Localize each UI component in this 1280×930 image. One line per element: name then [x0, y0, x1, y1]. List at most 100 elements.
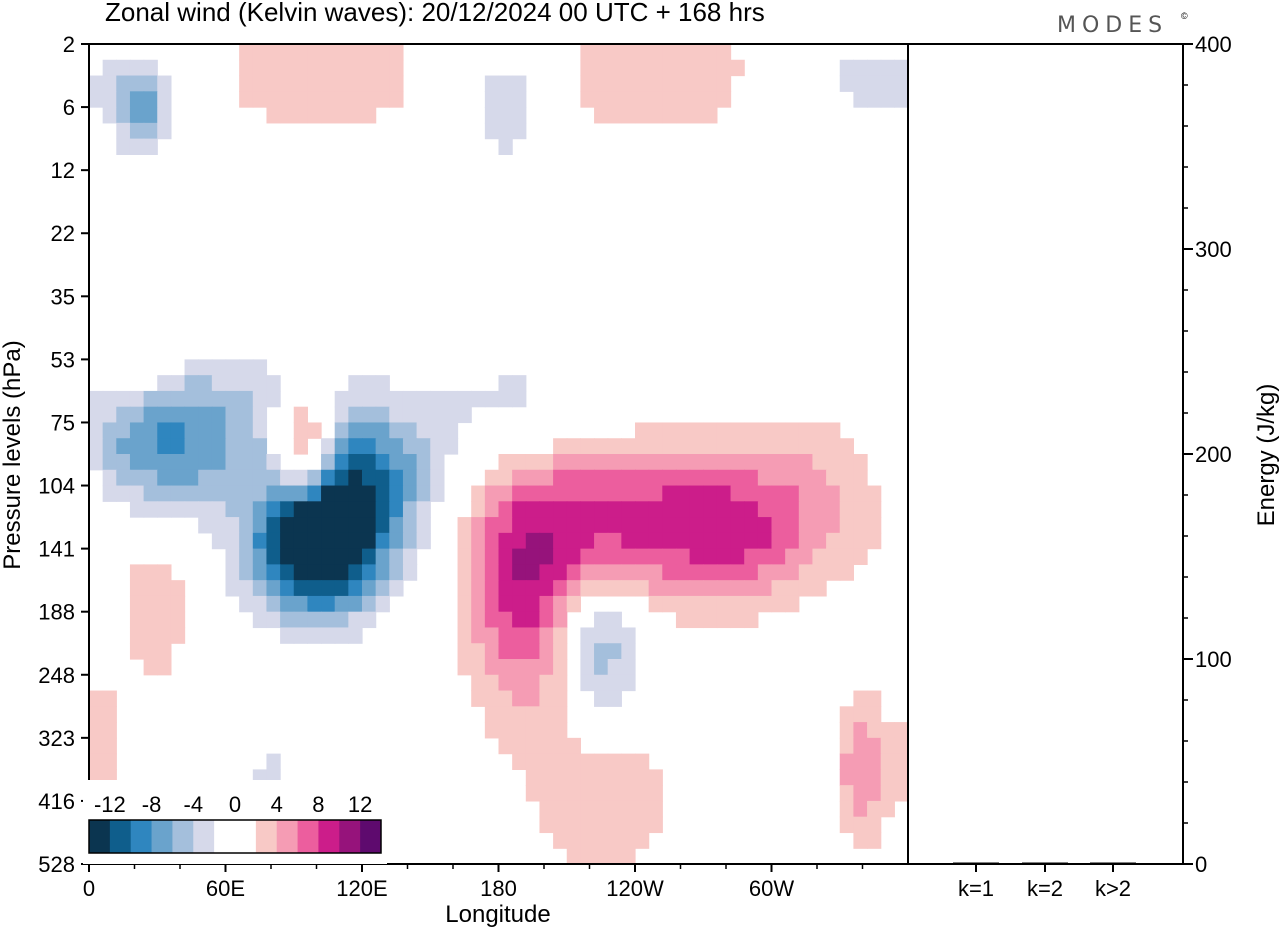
energy-bar	[1022, 862, 1068, 864]
heatmap-cell	[157, 627, 172, 644]
heatmap-cell	[293, 485, 308, 502]
heatmap-cell	[607, 753, 622, 770]
heatmap-cell	[266, 44, 281, 61]
heatmap-cell	[89, 390, 104, 408]
heatmap-cell	[321, 611, 336, 629]
heatmap-cell	[129, 406, 145, 424]
heatmap-cell	[252, 532, 268, 550]
heatmap-cell	[157, 659, 172, 676]
heatmap-cell	[607, 674, 622, 692]
heatmap-cell	[662, 422, 677, 439]
heatmap-cell	[116, 138, 131, 155]
heatmap-cell	[553, 595, 568, 613]
heatmap-cell	[539, 611, 554, 629]
heatmap-cell	[675, 611, 691, 629]
heatmap-cell	[853, 737, 868, 755]
heatmap-cell	[321, 59, 336, 77]
heatmap-cell	[580, 91, 595, 108]
heatmap-cell	[471, 674, 486, 692]
heatmap-cell	[594, 485, 609, 502]
heatmap-cell	[662, 107, 677, 124]
heatmap-cell	[471, 517, 486, 534]
heatmap-cell	[648, 548, 663, 565]
heatmap-cell	[498, 548, 513, 565]
heatmap-cell	[225, 438, 240, 455]
heatmap-cell	[471, 390, 486, 408]
colorbar-swatch	[235, 820, 257, 853]
heatmap-cell	[594, 91, 609, 108]
energy-bar	[1090, 862, 1136, 864]
heatmap-cell	[334, 517, 349, 534]
heatmap-cell	[498, 469, 513, 487]
heatmap-cell	[307, 422, 322, 439]
heatmap-cell	[607, 785, 622, 802]
heatmap-cell	[662, 59, 677, 77]
heatmap-cell	[594, 611, 609, 629]
heatmap-cell	[321, 438, 336, 455]
heatmap-cell	[348, 485, 363, 502]
heatmap-cell	[129, 564, 145, 581]
heatmap-cell	[280, 75, 295, 92]
heatmap-cell	[512, 485, 527, 502]
heatmap-cell	[853, 753, 868, 770]
heatmap-cell	[211, 406, 227, 424]
heatmap-cell	[402, 438, 418, 455]
heatmap-cell	[362, 454, 377, 471]
heatmap-cell	[416, 438, 431, 455]
heatmap-cell	[129, 122, 145, 140]
heatmap-cell	[539, 737, 554, 755]
heatmap-cell	[675, 485, 691, 502]
heatmap-cell	[839, 564, 854, 581]
heatmap-cell	[334, 390, 349, 408]
heatmap-cell	[594, 469, 609, 487]
heatmap-cell	[375, 438, 390, 455]
heatmap-cell	[553, 769, 568, 786]
heatmap-cell	[348, 107, 363, 124]
heatmap-cell	[225, 517, 240, 534]
colorbar-swatch	[89, 820, 111, 853]
heatmap-cell	[812, 580, 827, 597]
heatmap-cell	[635, 580, 650, 597]
colorbar-label: -8	[142, 792, 162, 817]
heatmap-cell	[703, 564, 718, 581]
heatmap-cell	[703, 501, 718, 518]
heatmap-cell	[635, 532, 650, 550]
heatmap-cell	[880, 753, 895, 770]
heatmap-cell	[716, 564, 732, 581]
heatmap-cell	[348, 580, 363, 597]
heatmap-cell	[525, 674, 541, 692]
heatmap-cell	[498, 532, 513, 550]
heatmap-cell	[416, 501, 431, 518]
heatmap-cell	[184, 406, 199, 424]
heatmap-cell	[635, 59, 650, 77]
heatmap-cell	[594, 627, 609, 644]
heatmap-cell	[703, 107, 718, 124]
heatmap-cell	[225, 564, 240, 581]
heatmap-cell	[402, 406, 418, 424]
colorbar-swatch	[109, 820, 132, 853]
heatmap-cell	[129, 91, 145, 108]
heatmap-cell	[771, 469, 786, 487]
heatmap-cell	[116, 75, 131, 92]
heatmap-cell	[539, 706, 554, 723]
heatmap-cell	[826, 564, 841, 581]
heatmap-cell	[703, 532, 718, 550]
heatmap-cell	[867, 532, 882, 550]
heatmap-cell	[839, 532, 854, 550]
heatmap-cell	[594, 75, 609, 92]
heatmap-cell	[826, 501, 841, 518]
heatmap-cell	[566, 485, 581, 502]
heatmap-cell	[730, 422, 745, 439]
heatmap-cell	[553, 501, 568, 518]
heatmap-cell	[539, 722, 554, 739]
heatmap-cell	[635, 454, 650, 471]
heatmap-cell	[894, 91, 908, 108]
colorbar: -12 -8 -4 0 4 8 12	[83, 780, 387, 864]
heatmap-cell	[812, 517, 827, 534]
heatmap-cell	[648, 422, 663, 439]
heatmap-cell	[471, 532, 486, 550]
heatmap-cell	[334, 422, 349, 439]
heatmap-cell	[539, 769, 554, 786]
heatmap-cell	[566, 737, 581, 755]
heatmap-cell	[457, 627, 472, 644]
